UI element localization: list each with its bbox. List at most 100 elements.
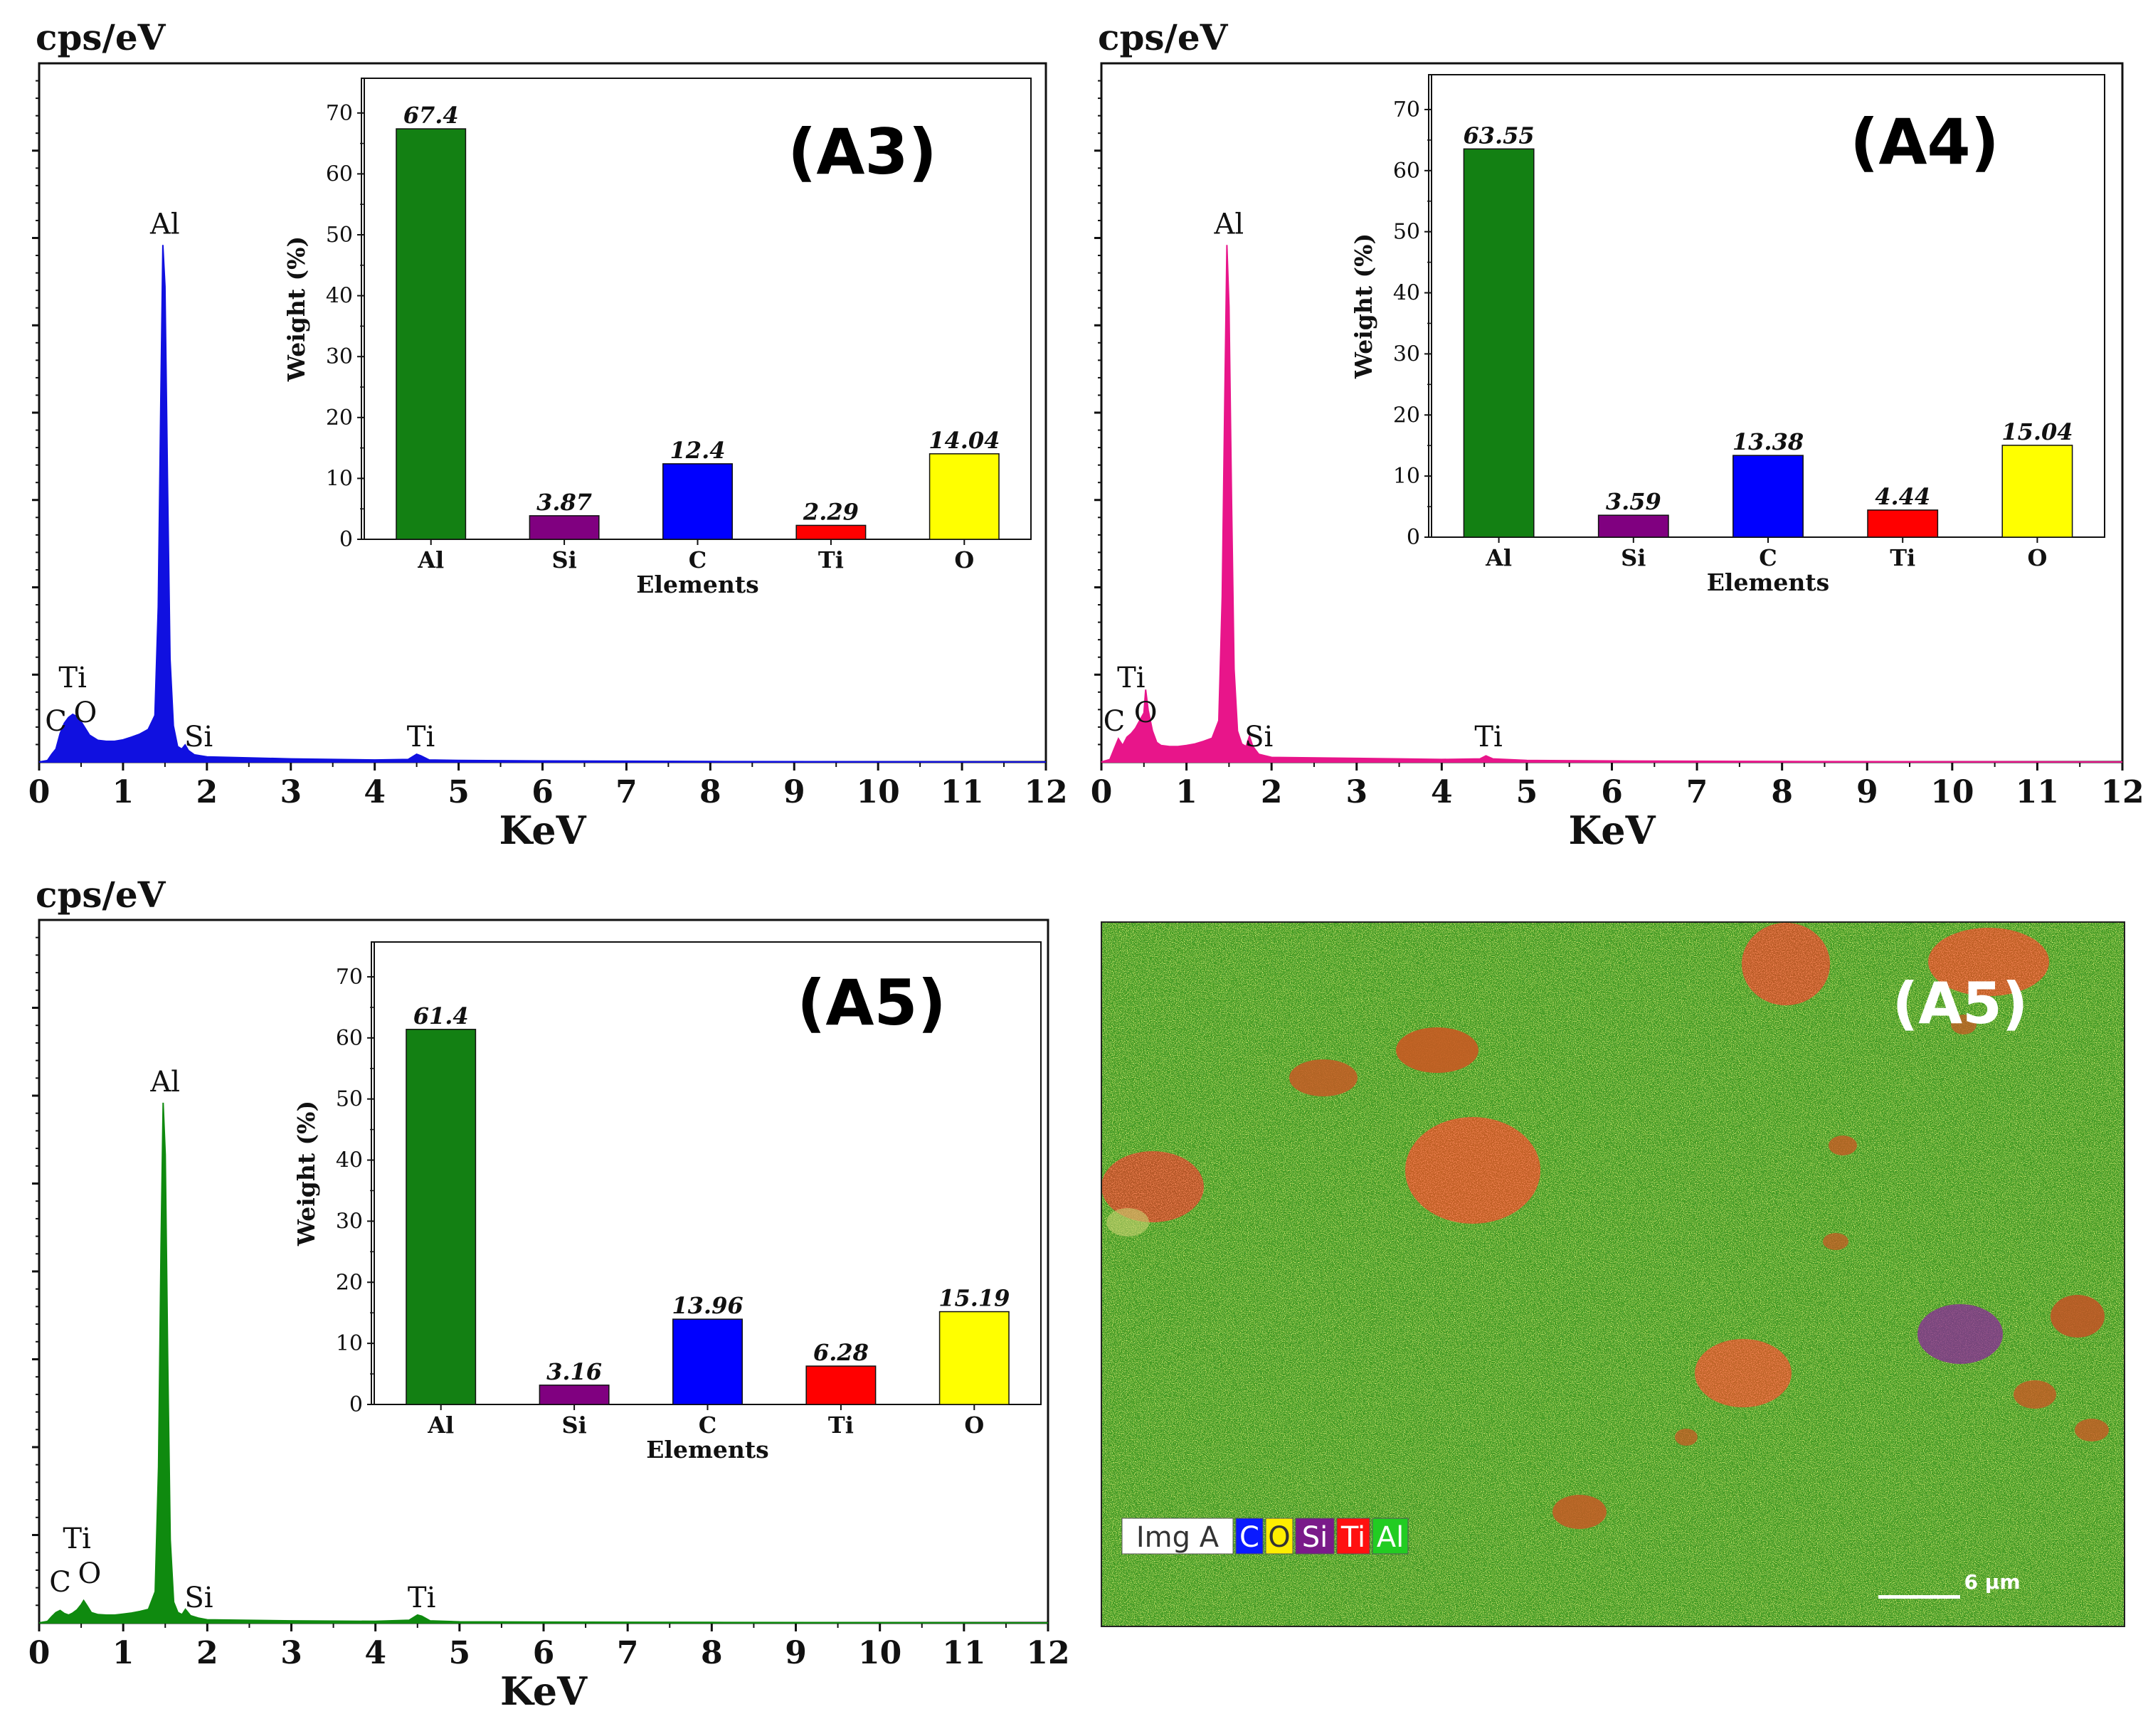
x-tick-label: 2	[1261, 774, 1283, 810]
x-tick-label: 4	[364, 774, 386, 810]
legend-swatch	[1336, 1518, 1370, 1555]
x-tick-label: 7	[617, 1635, 639, 1671]
inset-bar	[795, 524, 867, 540]
ti-region	[1552, 1495, 1607, 1529]
inset-bar	[672, 1318, 743, 1405]
inset-y-tick-label: 60	[1393, 159, 1420, 184]
inset-y-tick-label: 50	[336, 1087, 363, 1112]
inset-category-label: Si	[1621, 544, 1646, 571]
ti-region	[2075, 1419, 2109, 1441]
inset-y-axis-label: Weight (%)	[1350, 233, 1377, 379]
inset-y-tick-label: 20	[336, 1270, 363, 1295]
ti-region	[1951, 1015, 1977, 1034]
peak-label: O	[1134, 697, 1158, 729]
inset-y-tick-label: 10	[326, 466, 353, 491]
x-tick-label: 9	[1856, 774, 1878, 810]
inset-x-axis-label: Elements	[636, 571, 758, 598]
inset-y-tick-label: 10	[336, 1331, 363, 1356]
inset-bar-value-label: 63.55	[1463, 122, 1534, 149]
inset-y-tick-label: 0	[349, 1392, 363, 1417]
inset-y-axis-label: Weight (%)	[282, 236, 310, 382]
inset-category-label: Ti	[828, 1412, 854, 1439]
inset-category-label: Si	[561, 1412, 586, 1439]
peak-label: O	[78, 1557, 102, 1590]
inset-frame	[361, 78, 1032, 540]
inset-bar-value-label: 15.19	[938, 1285, 1010, 1312]
legend-swatch	[1295, 1518, 1335, 1555]
inset-y-tick-label: 70	[1393, 97, 1420, 122]
inset-y-axis-label: Weight (%)	[292, 1101, 320, 1247]
inset-category-label: O	[954, 546, 974, 573]
legend-label: Ti	[1340, 1521, 1365, 1554]
y-axis-label: cps/eV	[1098, 16, 1229, 58]
y-axis-label: cps/eV	[36, 874, 166, 916]
ti-region	[1289, 1059, 1358, 1096]
x-tick-label: 10	[858, 1635, 901, 1671]
peak-label: Ti	[408, 1582, 435, 1614]
inset-bar-value-label: 15.04	[2001, 418, 2073, 445]
inset-y-tick-label: 30	[326, 344, 353, 369]
x-axis-label: KeV	[499, 808, 586, 853]
inset-y-tick-label: 50	[326, 223, 353, 248]
inset-bar	[1597, 514, 1669, 538]
x-tick-label: 0	[28, 774, 51, 810]
peak-label: Al	[149, 1066, 180, 1099]
inset-bar	[1867, 509, 1939, 538]
legend-label: Al	[1377, 1521, 1404, 1554]
inset-bar-value-label: 13.96	[672, 1292, 743, 1319]
peak-label: Si	[1244, 721, 1273, 753]
inset-category-label: Si	[551, 546, 576, 573]
x-tick-label: 7	[1686, 774, 1708, 810]
panel-label: (A4)	[1850, 105, 1999, 179]
peak-label: Al	[1214, 208, 1244, 240]
spectrum-trace	[1101, 245, 2123, 763]
x-tick-label: 9	[785, 1635, 807, 1671]
si-region	[1917, 1304, 2003, 1364]
inset-bar	[529, 515, 600, 540]
inset-bar-value-label: 2.29	[803, 498, 859, 525]
inset-bar-value-label: 13.38	[1732, 428, 1804, 455]
legend-label: O	[1268, 1521, 1290, 1554]
legend-swatch	[1372, 1518, 1409, 1555]
x-tick-label: 6	[533, 1635, 555, 1671]
x-tick-label: 5	[448, 774, 470, 810]
panel-label: (A5)	[797, 966, 946, 1039]
inset-category-label: Al	[417, 546, 444, 573]
eds-map-frame	[1101, 921, 2125, 1627]
inset-bar	[406, 1029, 477, 1405]
inset-y-tick-label: 0	[339, 527, 353, 552]
inset-category-label: Ti	[1890, 544, 1915, 571]
peak-label: C	[49, 1566, 71, 1599]
inset-bar	[1463, 148, 1535, 538]
x-tick-label: 4	[364, 1635, 386, 1671]
x-tick-label: 1	[112, 1635, 134, 1671]
peak-label: C	[45, 705, 67, 738]
inset-bar	[805, 1365, 877, 1405]
inset-bar	[928, 453, 1000, 540]
peak-label: Ti	[407, 721, 435, 753]
ti-region	[2014, 1380, 2056, 1409]
legend-label: Img A	[1136, 1521, 1220, 1554]
spectrum-trace	[38, 245, 1047, 763]
inset-y-tick-label: 40	[1393, 281, 1420, 306]
x-tick-label: 3	[280, 1635, 302, 1671]
legend-label: Si	[1302, 1521, 1328, 1554]
inset-category-label: O	[964, 1412, 984, 1439]
x-tick-label: 6	[531, 774, 554, 810]
inset-bar-value-label: 3.87	[536, 489, 592, 516]
peak-label: Ti	[58, 662, 86, 694]
x-tick-label: 10	[1930, 774, 1974, 810]
x-axis-label: KeV	[1568, 808, 1656, 853]
x-tick-label: 10	[857, 774, 900, 810]
inset-y-tick-label: 70	[326, 101, 353, 126]
peak-label: Ti	[63, 1523, 90, 1555]
ti-region	[1823, 1233, 1848, 1250]
inset-category-label: C	[1759, 544, 1777, 571]
x-tick-label: 8	[701, 1635, 723, 1671]
x-tick-label: 2	[196, 1635, 218, 1671]
inset-y-tick-label: 60	[336, 1026, 363, 1051]
y-axis-label: cps/eV	[36, 16, 166, 58]
x-tick-label: 11	[942, 1635, 985, 1671]
